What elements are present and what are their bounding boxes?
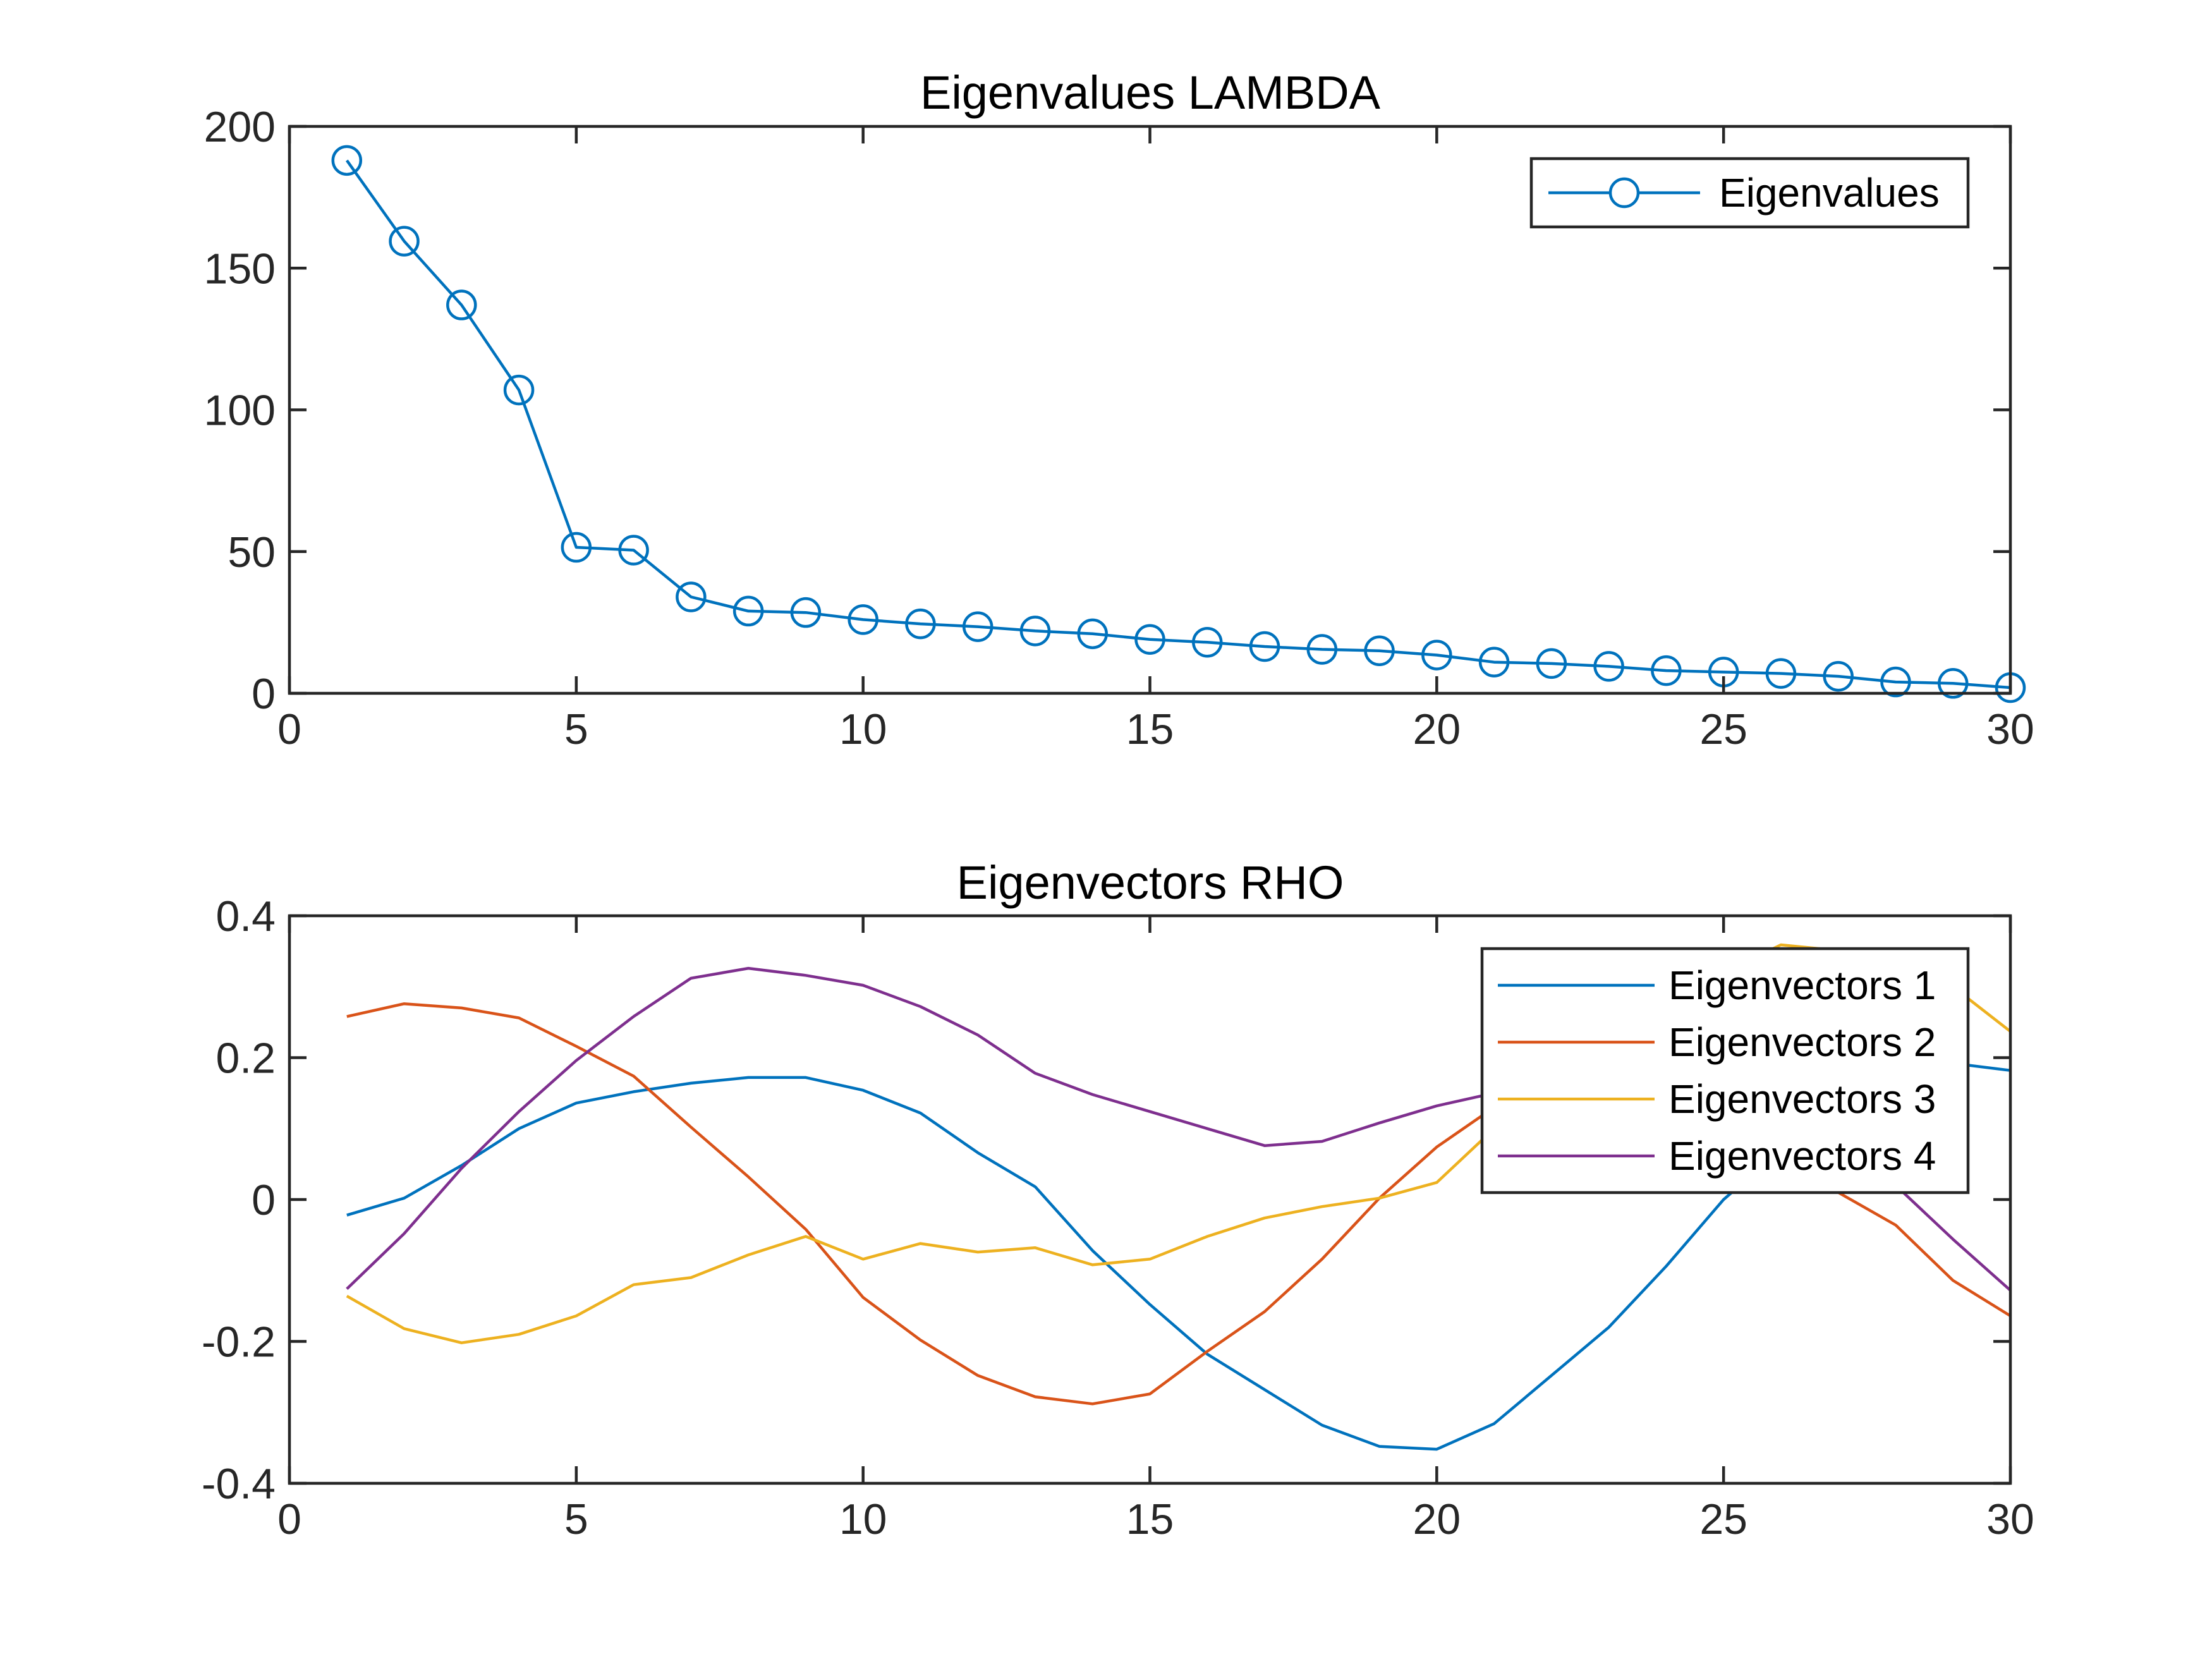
data-point-marker xyxy=(962,611,994,642)
x-tick-label: 10 xyxy=(839,705,887,753)
y-tick-label: 100 xyxy=(204,387,276,435)
x-tick-label: 5 xyxy=(564,1495,588,1543)
data-point-marker xyxy=(1192,627,1223,658)
y-tick-label: -0.2 xyxy=(202,1318,276,1366)
eigenvalues-axes: Eigenvalues LAMBDA 0 5 10 15 20 25 30 0 50 100 150… xyxy=(204,66,2034,753)
y-tick-label: 0.4 xyxy=(216,892,276,940)
x-tick-label: 20 xyxy=(1413,1495,1461,1543)
y-tick-label: -0.4 xyxy=(202,1460,276,1508)
y-tick-label: 150 xyxy=(204,245,276,293)
x-tick-label: 0 xyxy=(277,1495,301,1543)
data-point-marker xyxy=(1536,648,1567,679)
data-point-marker xyxy=(1823,660,1854,692)
legend-label-1: Eigenvectors 1 xyxy=(1668,963,1936,1008)
data-point-marker xyxy=(1937,668,1969,699)
data-point-marker xyxy=(503,374,535,406)
data-point-marker xyxy=(1019,616,1051,647)
x-tick-label: 5 xyxy=(564,705,588,753)
series-line-1 xyxy=(345,159,2011,690)
data-point-marker xyxy=(1651,655,1682,686)
x-tick-label: 10 xyxy=(839,1495,887,1543)
data-point-marker xyxy=(446,289,477,320)
data-point-marker xyxy=(331,145,363,176)
data-point-marker xyxy=(1134,624,1165,655)
data-point-marker xyxy=(848,604,878,635)
data-point-marker xyxy=(1421,640,1452,671)
eigenvalues-title: Eigenvalues LAMBDA xyxy=(920,66,1381,119)
legend-marker xyxy=(1608,177,1640,209)
data-point-marker xyxy=(790,597,822,628)
data-point-marker xyxy=(1765,658,1797,689)
data-point-marker xyxy=(561,532,592,563)
x-tick-label: 25 xyxy=(1699,705,1747,753)
data-point-marker xyxy=(732,595,764,627)
eigenvectors-axes: Eigenvectors RHO 0 5 10 15 20 25 30 -0.4 -0.2 0 0.… xyxy=(202,856,2034,1543)
data-point-marker xyxy=(1077,618,1108,650)
data-point-marker xyxy=(905,608,936,640)
x-tick-label: 15 xyxy=(1126,1495,1174,1543)
x-tick-label: 15 xyxy=(1126,705,1174,753)
legend: Eigenvalues xyxy=(1529,157,1970,229)
data-point-marker xyxy=(1249,631,1280,662)
data-point-marker xyxy=(1478,647,1510,678)
y-tick-label: 0.2 xyxy=(216,1035,276,1083)
x-tick-label: 20 xyxy=(1413,705,1461,753)
legend: Eigenvectors 1 Eigenvectors 2 Eigenvectors… xyxy=(1480,947,1970,1194)
data-point-marker xyxy=(676,581,707,612)
data-point-marker xyxy=(389,226,420,257)
eigenvectors-title: Eigenvectors RHO xyxy=(957,856,1344,909)
data-point-marker xyxy=(1306,634,1338,665)
legend-label-1: Eigenvalues xyxy=(1719,170,1940,216)
legend-box xyxy=(1480,947,1970,1194)
x-tick-label: 30 xyxy=(1986,705,2034,753)
plot-area xyxy=(331,145,2026,703)
x-tick-label: 30 xyxy=(1986,1495,2034,1543)
y-tick-label: 0 xyxy=(252,1176,276,1224)
x-tick-label: 25 xyxy=(1699,1495,1747,1543)
legend-label-2: Eigenvectors 2 xyxy=(1668,1019,1936,1065)
data-point-marker xyxy=(618,535,649,566)
legend-label-3: Eigenvectors 3 xyxy=(1668,1076,1936,1122)
y-tick-label: 0 xyxy=(252,670,276,718)
y-tick-label: 200 xyxy=(204,103,276,151)
legend-label-4: Eigenvectors 4 xyxy=(1668,1133,1936,1179)
y-tick-label: 50 xyxy=(228,528,276,576)
data-point-marker xyxy=(1364,635,1395,666)
x-tick-label: 0 xyxy=(277,705,301,753)
data-point-marker xyxy=(1880,666,1911,698)
data-point-marker xyxy=(1593,651,1624,682)
